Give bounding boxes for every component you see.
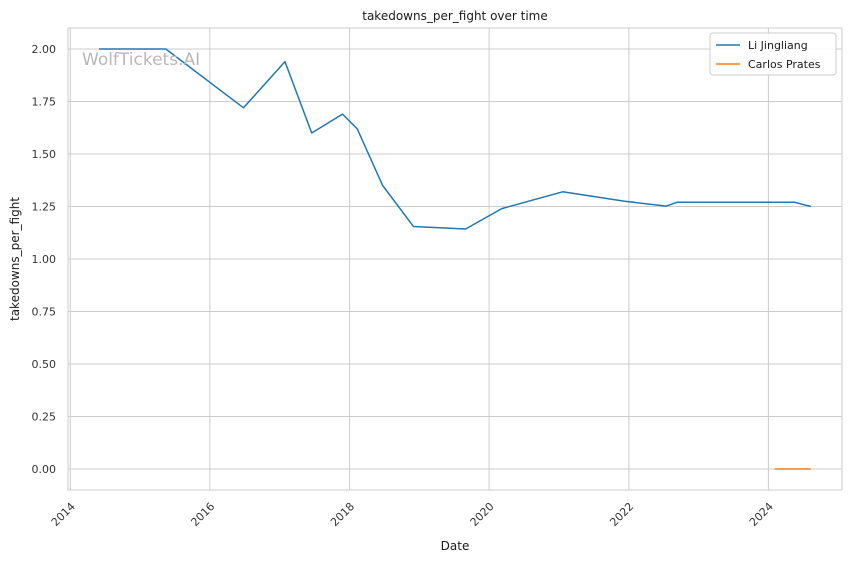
legend-box — [709, 32, 837, 76]
y-tick-label: 1.75 — [32, 96, 57, 109]
y-tick-label: 0.75 — [32, 306, 57, 319]
series-lines — [98, 48, 812, 470]
y-tick-label: 2.00 — [32, 43, 57, 56]
legend-label: Li Jingliang — [748, 39, 808, 52]
y-tick-label: 1.25 — [32, 201, 57, 214]
x-axis-title: Date — [441, 539, 470, 553]
plot-area-frame — [67, 27, 843, 491]
y-tick-label: 0.50 — [32, 358, 57, 371]
series-line-0 — [98, 48, 812, 230]
y-tick-label: 0.00 — [32, 463, 57, 476]
y-axis-title: takedowns_per_fight — [8, 197, 22, 321]
y-tick-label: 1.00 — [32, 253, 57, 266]
y-tick-label: 0.25 — [32, 411, 57, 424]
chart-title: takedowns_per_fight over time — [362, 9, 548, 23]
watermark-text: WolfTickets.AI — [82, 50, 200, 70]
chart-legend: Li Jingliang Carlos Prates — [709, 32, 837, 76]
y-axis-ticks: 0.00 0.25 0.50 0.75 1.00 1.25 1.50 1.75 2.00 — [32, 43, 57, 476]
legend-label: Carlos Prates — [748, 58, 821, 71]
y-tick-label: 1.50 — [32, 148, 57, 161]
grid-lines — [68, 28, 842, 490]
